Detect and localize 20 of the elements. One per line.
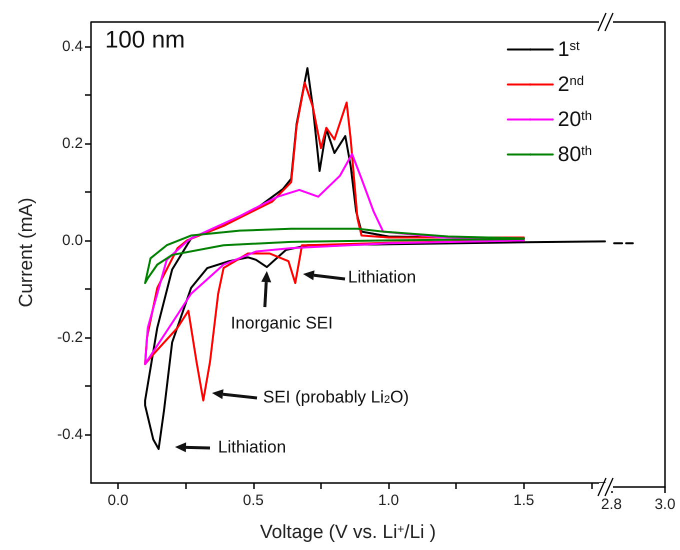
annotation: SEI (probably Li2O) — [263, 388, 409, 406]
y-tick-label: -0.2 — [57, 328, 83, 346]
x-tick-label: 2.8 — [600, 496, 622, 513]
annotation: Inorganic SEI — [230, 314, 333, 333]
x-tick-label: 3.0 — [654, 496, 676, 513]
line-series — [144, 228, 525, 284]
annotation: Lithiation — [218, 438, 286, 456]
x-tick-label: 0.5 — [242, 492, 264, 509]
x-axis-title: Voltage (V vs. Li+/Li ) — [260, 522, 436, 543]
y-tick-label: 0.4 — [62, 38, 83, 55]
x-tick-label: 1.5 — [513, 492, 534, 509]
x-tick-label: 0.0 — [108, 492, 128, 509]
annotation: 100 nm — [105, 26, 186, 54]
y-tick-label: -0.4 — [57, 426, 83, 443]
y-tick-label: 0.2 — [62, 134, 83, 152]
x-tick-label: 1.0 — [378, 492, 400, 509]
line-series — [144, 152, 525, 366]
y-tick-label: 0.0 — [62, 232, 83, 249]
annotation: Lithiation — [348, 268, 416, 286]
y-axis-title: Current (mA) — [16, 198, 37, 308]
